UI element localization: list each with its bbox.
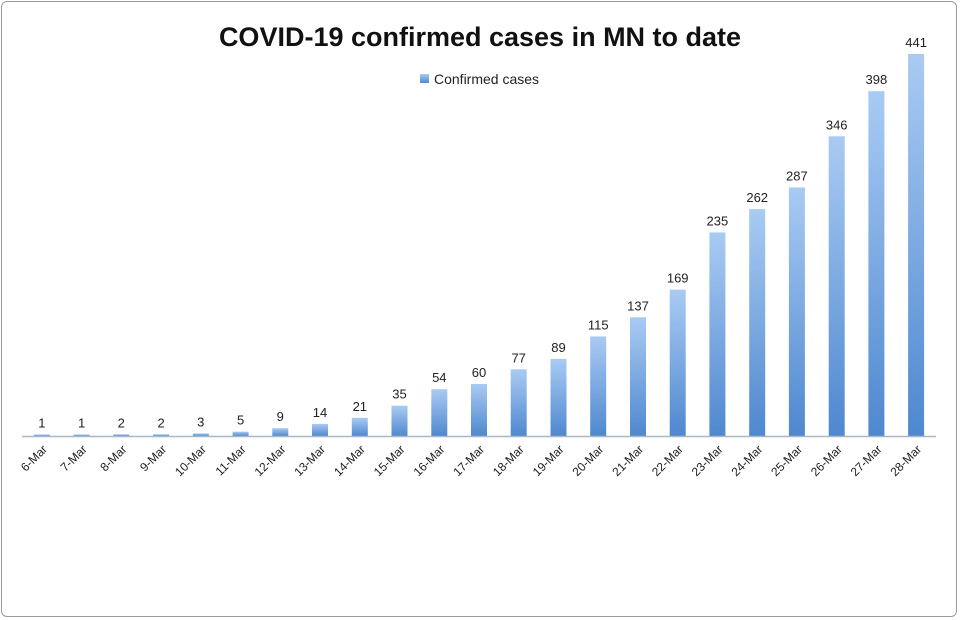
bar-20-Mar xyxy=(590,336,607,436)
bar-18-Mar xyxy=(510,369,527,436)
x-tick-label-17-Mar: 17-Mar xyxy=(450,442,487,479)
bar-16-Mar xyxy=(431,389,448,436)
data-label-12-Mar: 9 xyxy=(277,409,284,424)
bar-28-Mar xyxy=(908,54,925,436)
bar-11-Mar xyxy=(232,431,249,436)
x-tick-label-25-Mar: 25-Mar xyxy=(768,442,805,479)
chart-title: COVID-19 confirmed cases in MN to date xyxy=(219,22,741,52)
legend-swatch xyxy=(420,74,429,83)
x-tick-label-7-Mar: 7-Mar xyxy=(58,442,90,474)
x-tick-label-21-Mar: 21-Mar xyxy=(609,442,646,479)
data-label-28-Mar: 441 xyxy=(905,35,927,50)
x-tick-label-12-Mar: 12-Mar xyxy=(252,442,289,479)
data-label-19-Mar: 89 xyxy=(551,340,565,355)
data-label-13-Mar: 14 xyxy=(313,405,327,420)
x-tick-label-8-Mar: 8-Mar xyxy=(97,442,129,474)
data-label-16-Mar: 54 xyxy=(432,370,446,385)
x-tick-label-10-Mar: 10-Mar xyxy=(172,442,209,479)
data-label-14-Mar: 21 xyxy=(353,399,367,414)
x-tick-label-15-Mar: 15-Mar xyxy=(371,442,408,479)
data-label-24-Mar: 262 xyxy=(746,190,768,205)
data-label-18-Mar: 77 xyxy=(511,350,525,365)
data-label-11-Mar: 5 xyxy=(237,413,244,428)
x-tick-label-19-Mar: 19-Mar xyxy=(530,442,567,479)
bar-13-Mar xyxy=(312,423,328,436)
x-tick-label-20-Mar: 20-Mar xyxy=(570,442,607,479)
data-label-7-Mar: 1 xyxy=(78,416,85,431)
legend: Confirmed cases xyxy=(420,71,539,87)
x-tick-labels: 6-Mar 7-Mar 8-Mar 9-Mar 10-Mar 11-Mar 12-Mar 13… xyxy=(18,442,924,479)
bar-19-Mar xyxy=(550,358,567,436)
bar-24-Mar xyxy=(749,209,766,436)
bar-10-Mar xyxy=(192,433,209,436)
x-tick-label-6-Mar: 6-Mar xyxy=(18,442,50,474)
data-label-6-Mar: 1 xyxy=(38,416,45,431)
data-label-26-Mar: 346 xyxy=(826,117,848,132)
x-tick-label-9-Mar: 9-Mar xyxy=(137,442,169,474)
x-tick-label-14-Mar: 14-Mar xyxy=(331,442,368,479)
bar-9-Mar xyxy=(153,434,170,436)
x-tick-label-23-Mar: 23-Mar xyxy=(689,442,726,479)
data-label-15-Mar: 35 xyxy=(392,387,406,402)
data-label-25-Mar: 287 xyxy=(786,168,808,183)
x-tick-label-16-Mar: 16-Mar xyxy=(411,442,448,479)
data-label-20-Mar: 115 xyxy=(588,317,609,332)
bar-21-Mar xyxy=(630,317,646,436)
bar-17-Mar xyxy=(471,384,487,436)
bar-25-Mar xyxy=(788,187,805,436)
data-label-10-Mar: 3 xyxy=(197,414,204,429)
data-label-23-Mar: 235 xyxy=(707,213,729,228)
data-label-22-Mar: 169 xyxy=(667,271,689,286)
bar-7-Mar xyxy=(73,434,90,436)
x-tick-label-27-Mar: 27-Mar xyxy=(848,442,885,479)
bar-8-Mar xyxy=(113,434,130,436)
legend-label: Confirmed cases xyxy=(434,71,539,87)
bar-23-Mar xyxy=(709,232,726,436)
x-tick-label-28-Mar: 28-Mar xyxy=(887,442,924,479)
bar-27-Mar xyxy=(868,91,885,436)
data-label-21-Mar: 137 xyxy=(627,298,649,313)
x-tick-label-22-Mar: 22-Mar xyxy=(649,442,686,479)
bar-12-Mar xyxy=(272,428,289,436)
bar-22-Mar xyxy=(669,289,686,436)
data-label-17-Mar: 60 xyxy=(472,365,486,380)
x-tick-label-18-Mar: 18-Mar xyxy=(490,442,527,479)
data-label-27-Mar: 398 xyxy=(866,72,888,87)
x-tick-label-24-Mar: 24-Mar xyxy=(729,442,766,479)
data-label-9-Mar: 2 xyxy=(157,415,164,430)
x-tick-label-11-Mar: 11-Mar xyxy=(213,442,249,478)
bar-26-Mar xyxy=(828,136,845,437)
data-label-8-Mar: 2 xyxy=(118,415,125,430)
x-tick-label-26-Mar: 26-Mar xyxy=(808,442,845,479)
bar-15-Mar xyxy=(391,405,408,436)
bar-14-Mar xyxy=(351,417,368,436)
bar-6-Mar xyxy=(33,434,50,436)
x-tick-label-13-Mar: 13-Mar xyxy=(291,442,328,479)
